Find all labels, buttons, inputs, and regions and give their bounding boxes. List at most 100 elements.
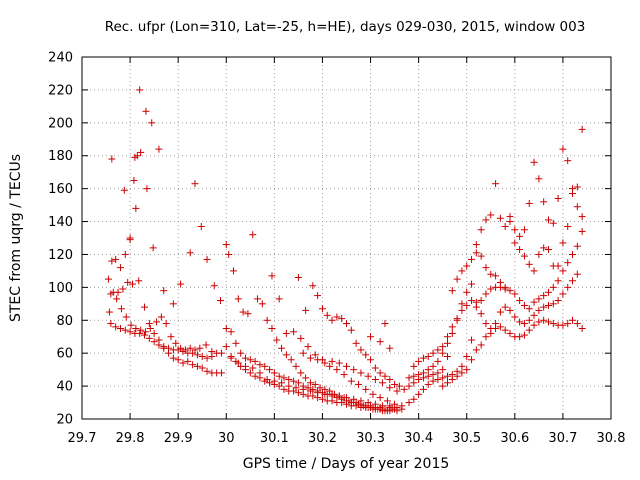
data-point: [270, 377, 278, 385]
data-point: [130, 176, 138, 184]
data-point: [439, 343, 447, 351]
y-tick-label: 100: [48, 281, 73, 296]
data-point: [355, 380, 363, 388]
data-point: [222, 241, 230, 249]
data-point: [112, 255, 120, 263]
data-point: [535, 295, 543, 303]
data-point: [410, 395, 418, 403]
data-point: [376, 394, 384, 402]
data-point: [143, 185, 151, 193]
data-point: [564, 157, 572, 165]
x-tick-label: 30.5: [452, 431, 481, 446]
data-point: [540, 316, 548, 324]
data-point: [482, 264, 490, 272]
data-point: [174, 346, 182, 354]
data-point: [554, 297, 562, 305]
data-point: [559, 145, 567, 153]
data-point: [525, 305, 533, 313]
data-point: [254, 295, 262, 303]
data-point: [516, 318, 524, 326]
data-point: [492, 180, 500, 188]
data-point: [395, 382, 403, 390]
chart-title: Rec. ufpr (Lon=310, Lat=-25, h=HE), days…: [105, 19, 586, 35]
data-point: [559, 321, 567, 329]
data-point: [150, 338, 158, 346]
data-point: [357, 397, 365, 405]
data-point: [540, 303, 548, 311]
data-point: [386, 376, 394, 384]
data-point: [137, 148, 145, 156]
data-point: [217, 297, 225, 305]
data-point: [487, 329, 495, 337]
data-point: [112, 323, 120, 331]
data-point: [304, 343, 312, 351]
data-point: [458, 267, 466, 275]
data-point: [145, 334, 153, 342]
data-point: [352, 339, 360, 347]
data-point: [198, 352, 206, 360]
data-point: [328, 397, 336, 405]
data-point: [573, 203, 581, 211]
data-point: [458, 306, 466, 314]
data-point: [520, 331, 528, 339]
data-point: [448, 323, 456, 331]
data-point: [549, 283, 557, 291]
data-point: [501, 303, 509, 311]
data-point: [328, 357, 336, 365]
data-point: [371, 400, 379, 408]
data-point: [266, 366, 274, 374]
x-tick-label: 29.8: [116, 431, 145, 446]
data-point: [321, 359, 329, 367]
data-point: [477, 226, 485, 234]
x-tick-label: 29.7: [68, 431, 97, 446]
data-point: [333, 366, 341, 374]
data-point: [323, 311, 331, 319]
data-point: [350, 366, 358, 374]
data-point: [290, 328, 298, 336]
data-points: [104, 86, 586, 415]
data-point: [429, 362, 437, 370]
data-point: [391, 400, 399, 408]
data-point: [357, 346, 365, 354]
data-point: [113, 295, 121, 303]
data-point: [237, 349, 245, 357]
data-point: [347, 326, 355, 334]
data-point: [477, 310, 485, 318]
data-point: [492, 272, 500, 280]
data-point: [350, 395, 358, 403]
data-point: [150, 329, 158, 337]
data-point: [511, 226, 519, 234]
data-point: [165, 344, 173, 352]
data-point: [202, 341, 210, 349]
data-point: [458, 300, 466, 308]
data-point: [578, 213, 586, 221]
data-point: [189, 361, 197, 369]
y-tick-label: 80: [56, 314, 73, 329]
data-point: [516, 232, 524, 240]
data-point: [429, 349, 437, 357]
data-point: [258, 300, 266, 308]
x-tick-label: 30.2: [308, 431, 337, 446]
data-point: [434, 346, 442, 354]
data-point: [128, 280, 136, 288]
data-point: [549, 219, 557, 227]
x-tick-label: 30.7: [548, 431, 577, 446]
data-point: [117, 305, 125, 313]
data-point: [559, 239, 567, 247]
data-point: [177, 280, 185, 288]
data-point: [468, 356, 476, 364]
data-point: [415, 357, 423, 365]
data-point: [564, 259, 572, 267]
data-point: [282, 351, 290, 359]
data-point: [458, 369, 466, 377]
data-point: [506, 218, 514, 226]
data-point: [256, 369, 264, 377]
data-point: [492, 325, 500, 332]
data-point: [203, 354, 211, 362]
data-point: [299, 349, 307, 357]
data-point: [309, 282, 317, 290]
data-point: [520, 301, 528, 309]
y-tick-label: 220: [48, 83, 73, 98]
data-point: [477, 297, 485, 305]
